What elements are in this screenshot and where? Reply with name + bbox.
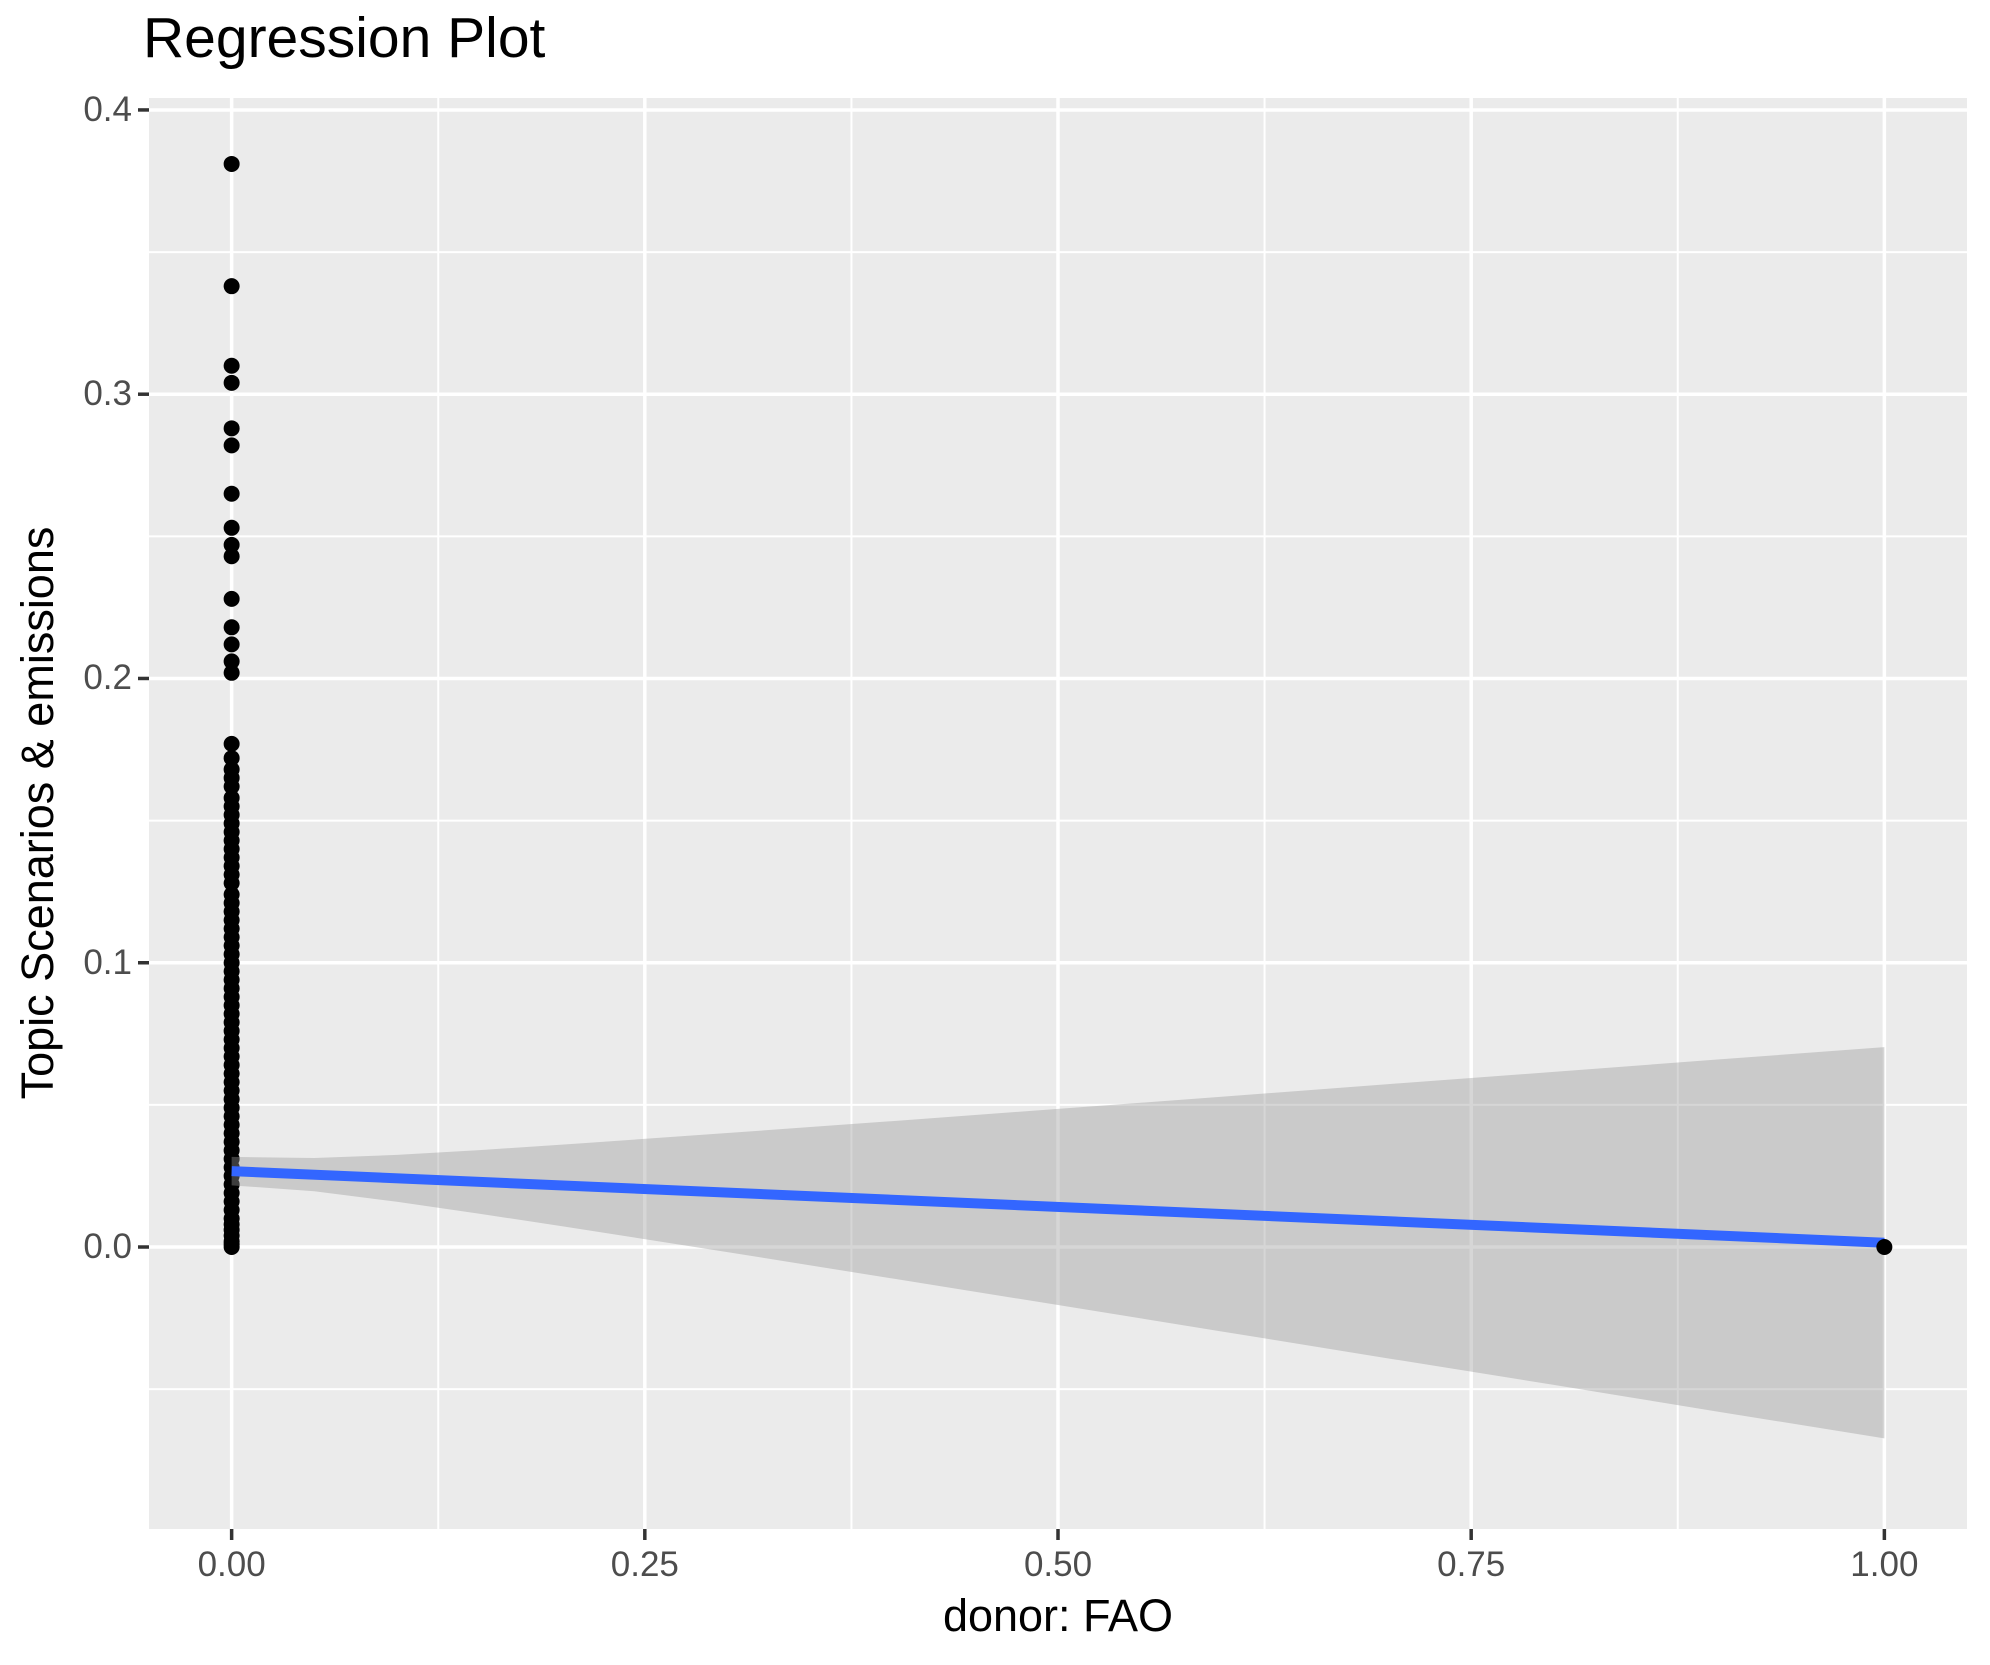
x-tick-label: 0.25 <box>610 1545 679 1584</box>
data-point <box>223 653 240 670</box>
y-tick-label: 0.3 <box>83 374 132 414</box>
data-point <box>223 590 240 607</box>
y-tick-label: 0.4 <box>83 89 132 129</box>
data-point <box>223 485 240 502</box>
x-tick-label: 1.00 <box>1850 1545 1919 1584</box>
data-point <box>223 664 240 681</box>
data-point <box>223 778 240 795</box>
plot-title: Regression Plot <box>143 6 546 70</box>
y-tick-label: 0.0 <box>83 1227 132 1266</box>
data-point <box>223 374 240 391</box>
regression-line <box>231 1166 1885 1248</box>
data-point-x1 <box>1876 1239 1893 1256</box>
data-point <box>223 536 240 553</box>
data-point <box>223 735 240 752</box>
x-tick-label: 0.75 <box>1437 1545 1506 1584</box>
y-axis-title: Topic Scenarios & emissions <box>12 526 63 1100</box>
data-point <box>223 619 240 636</box>
data-point <box>223 1239 240 1256</box>
data-point <box>223 519 240 536</box>
confidence-band <box>231 1047 1885 1439</box>
x-tick-label: 0.00 <box>197 1545 266 1584</box>
data-point <box>223 636 240 653</box>
y-tick-label: 0.2 <box>83 658 132 698</box>
data-point <box>223 548 240 565</box>
data-point <box>223 420 240 437</box>
x-axis-title: donor: FAO <box>942 1590 1174 1641</box>
x-tick-label: 0.50 <box>1023 1545 1093 1584</box>
data-point <box>223 357 240 374</box>
data-point <box>223 278 240 295</box>
y-tick-label: 0.1 <box>83 942 132 982</box>
data-point <box>223 155 240 172</box>
data-point <box>223 875 240 892</box>
data-point <box>223 437 240 454</box>
data-point <box>223 750 240 767</box>
